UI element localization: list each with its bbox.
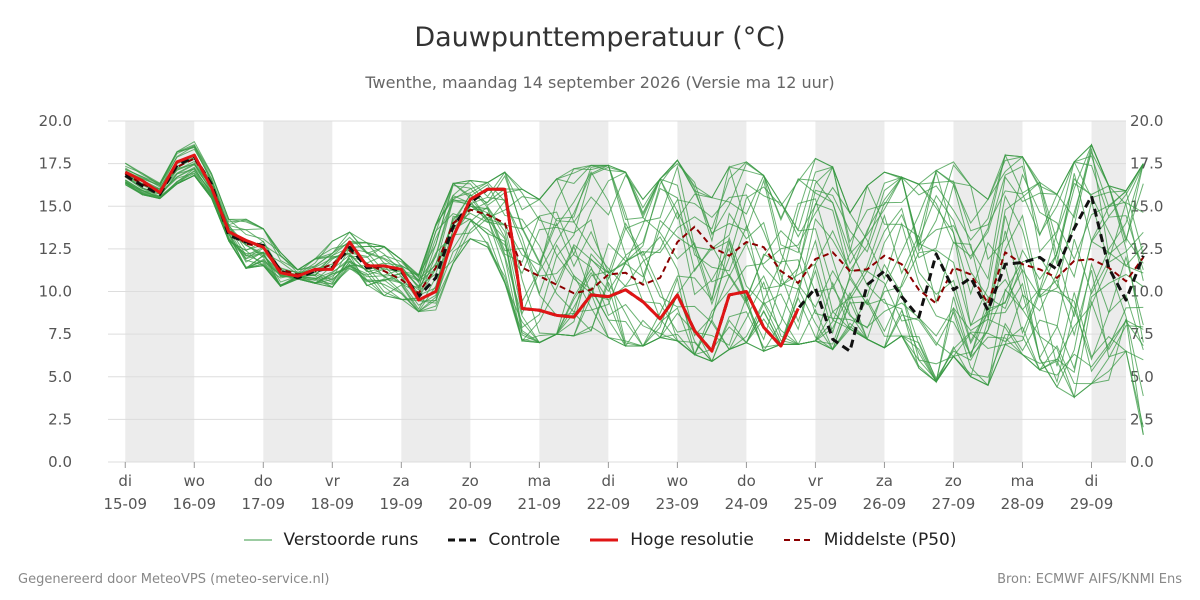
- legend: Verstoorde runs Controle Hoge resolutie …: [0, 530, 1200, 550]
- y-tick-label-left: 5.0: [48, 368, 72, 386]
- y-tick-label-right: 20.0: [1130, 112, 1163, 130]
- legend-members[interactable]: Verstoorde runs: [243, 530, 419, 550]
- legend-median-label: Middelste (P50): [823, 530, 957, 550]
- x-tick-day: wo: [667, 472, 688, 490]
- y-tick-label-left: 20.0: [39, 112, 72, 130]
- x-tick-day: vr: [808, 472, 824, 490]
- x-tick-date: 24-09: [725, 495, 769, 513]
- x-tick-date: 27-09: [932, 495, 976, 513]
- y-tick-label-left: 17.5: [39, 155, 72, 173]
- x-tick-day: do: [254, 472, 273, 490]
- legend-hires-swatch: [590, 538, 619, 542]
- x-tick-date: 23-09: [656, 495, 700, 513]
- legend-members-swatch: [243, 539, 272, 541]
- y-tick-label-left: 15.0: [39, 197, 72, 215]
- x-tick-day: di: [1085, 472, 1099, 490]
- chart-subtitle: Twenthe, maandag 14 september 2026 (Vers…: [365, 73, 835, 92]
- x-tick-date: 18-09: [311, 495, 355, 513]
- hires-line: [124, 153, 800, 353]
- x-tick-day: vr: [325, 472, 341, 490]
- legend-members-label: Verstoorde runs: [283, 530, 419, 550]
- legend-hires-label: Hoge resolutie: [630, 530, 754, 550]
- y-tick-label-left: 10.0: [39, 283, 72, 301]
- y-tick-label-left: 7.5: [48, 325, 72, 343]
- x-tick-date: 29-09: [1070, 495, 1114, 513]
- x-tick-day: zo: [945, 472, 962, 490]
- legend-control-label: Controle: [488, 530, 561, 550]
- x-tick-day: wo: [184, 472, 205, 490]
- y-tick-label-left: 0.0: [48, 453, 72, 471]
- x-tick-date: 20-09: [449, 495, 493, 513]
- legend-control-swatch: [448, 538, 477, 542]
- legend-median[interactable]: Middelste (P50): [783, 530, 957, 550]
- x-tick-date: 26-09: [863, 495, 907, 513]
- y-tick-label-right: 5.0: [1130, 368, 1154, 386]
- legend-control[interactable]: Controle: [448, 530, 560, 550]
- legend-hires[interactable]: Hoge resolutie: [590, 530, 754, 550]
- x-tick-day: do: [737, 472, 756, 490]
- chart-title: Dauwpunttemperatuur (°C): [414, 22, 786, 53]
- x-tick-date: 28-09: [1001, 495, 1045, 513]
- member-line: [125, 155, 1144, 344]
- x-tick-date: 22-09: [587, 495, 631, 513]
- y-tick-label-left: 12.5: [39, 240, 72, 258]
- main-series: [124, 153, 1145, 353]
- y-tick-label-right: 17.5: [1130, 155, 1163, 173]
- legend-median-swatch: [783, 539, 812, 541]
- x-tick-day: ma: [527, 472, 551, 490]
- x-tick-day: di: [602, 472, 616, 490]
- x-tick-day: di: [118, 472, 132, 490]
- y-axis-right: 0.02.55.07.510.012.515.017.520.0: [1130, 112, 1163, 471]
- y-tick-label-left: 2.5: [48, 410, 72, 428]
- x-axis: di 15-09 wo 16-09 do 17-09 vr 18-09 za 19-09 zo 20-…: [103, 462, 1113, 513]
- x-tick-date: 21-09: [518, 495, 562, 513]
- x-tick-date: 17-09: [241, 495, 285, 513]
- median-line: [124, 157, 1145, 305]
- member-line: [125, 154, 1144, 329]
- x-tick-day: za: [876, 472, 893, 490]
- member-line: [125, 143, 1144, 343]
- ensemble-members: [124, 140, 1144, 435]
- x-tick-date: 19-09: [380, 495, 424, 513]
- member-line: [125, 145, 1144, 399]
- y-tick-label-right: 15.0: [1130, 197, 1163, 215]
- member-line: [125, 143, 1144, 356]
- x-tick-day: ma: [1011, 472, 1035, 490]
- x-tick-date: 16-09: [172, 495, 216, 513]
- x-tick-date: 15-09: [103, 495, 147, 513]
- footer-source: Bron: ECMWF AIFS/KNMI Ens: [997, 572, 1182, 587]
- y-tick-label-right: 10.0: [1130, 283, 1163, 301]
- y-tick-label-right: 0.0: [1130, 453, 1154, 471]
- x-tick-date: 25-09: [794, 495, 838, 513]
- x-tick-day: za: [393, 472, 410, 490]
- x-tick-day: zo: [462, 472, 479, 490]
- footer-credit: Gegenereerd door MeteoVPS (meteo-service…: [18, 572, 330, 587]
- y-axis-left: 0.0 2.5 5.0 7.5 10.0 12.5 15.0 17.5 20.0: [39, 112, 72, 471]
